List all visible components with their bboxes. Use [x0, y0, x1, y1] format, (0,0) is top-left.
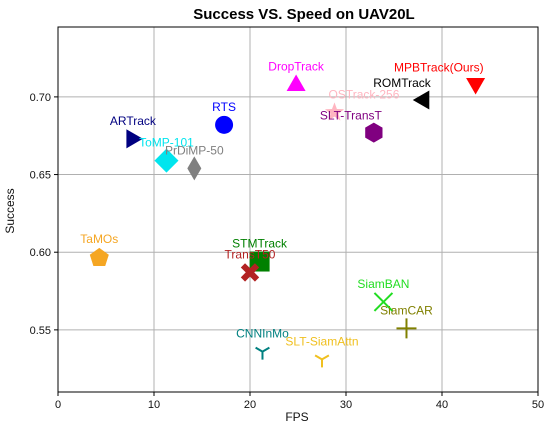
cnninmo-label: CNNInMo: [236, 327, 289, 341]
point-labels: MPBTrack(Ours) ROMTrack DropTrackOSTrack-2…: [80, 59, 483, 348]
droptrack-marker: [286, 74, 306, 91]
siamcar-marker: [396, 318, 417, 339]
siamcar-label: SiamCAR: [380, 303, 433, 317]
tomp-101-label: ToMP-101: [139, 136, 194, 150]
plot-area: [57, 26, 539, 393]
slt-siamattn-marker: [314, 354, 330, 368]
x-tick-label: 30: [340, 399, 352, 411]
x-tick-label: 40: [436, 399, 448, 411]
y-tick-label: 0.55: [30, 325, 51, 337]
rts-marker: [215, 115, 234, 134]
cnninmo-marker: [255, 346, 270, 360]
romtrack-marker: [412, 90, 430, 110]
slt-siamattn-label: SLT-SiamAttn: [285, 334, 358, 348]
x-tick-label: 50: [532, 399, 544, 411]
y-tick-label: 0.65: [30, 170, 51, 182]
y-axis-label: Success: [3, 188, 17, 233]
stmtrack-label: STMTrack: [232, 237, 288, 251]
tamos-marker: [89, 247, 109, 266]
mpbtrack-ours-marker: [466, 78, 486, 95]
slt-transt-marker: [365, 122, 383, 143]
mpbtrack-ours-label: MPBTrack(Ours): [394, 60, 484, 74]
x-axis-label: FPS: [285, 410, 308, 424]
siamban-marker: [373, 292, 394, 312]
slt-transt-label: SLT-TransT: [320, 109, 383, 123]
prdimp-50-label: PrDiMP-50: [165, 143, 224, 157]
y-tick-label: 0.70: [30, 92, 51, 104]
tomp-101-marker: [154, 148, 179, 173]
x-tick-label: 0: [55, 399, 61, 411]
ostrack-256-marker: [325, 102, 344, 121]
chart-title: Success VS. Speed on UAV20L: [193, 6, 414, 23]
tamos-label: TaMOs: [80, 232, 118, 246]
data-points: [89, 74, 486, 368]
artrack-label: ARTrack: [110, 114, 157, 128]
siamban-label: SiamBAN: [357, 277, 409, 291]
rts-label: RTS: [212, 100, 236, 114]
x-tick-label: 20: [244, 399, 256, 411]
transt50-marker: [240, 263, 260, 282]
y-tick-label: 0.60: [30, 247, 51, 259]
ostrack-256-label: OSTrack-256: [328, 87, 399, 101]
droptrack-label: DropTrack: [268, 59, 325, 73]
axis-ticks: 0 10 20 30 40 50 0.55 0.60 0.65 0.70: [30, 92, 545, 411]
x-tick-label: 10: [148, 399, 160, 411]
artrack-marker: [126, 129, 143, 149]
romtrack-label: ROMTrack: [373, 76, 432, 90]
transt50-label: TransT50: [225, 247, 276, 261]
prdimp-50-marker: [187, 156, 202, 181]
